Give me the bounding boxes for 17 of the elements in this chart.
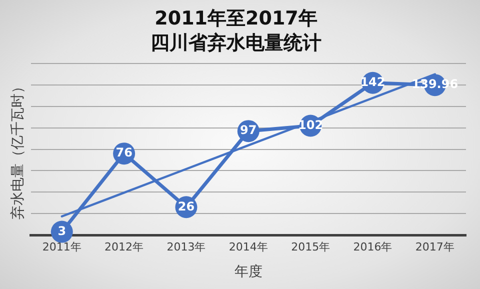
x-tick-label: 2017年 — [415, 240, 454, 254]
x-tick-label: 2011年 — [42, 240, 82, 254]
x-tick-label: 2012年 — [104, 240, 144, 254]
data-label: 142 — [360, 75, 386, 90]
data-label: 102 — [298, 118, 324, 132]
y-axis-title: 弃水电量（亿千瓦时） — [10, 79, 26, 220]
x-tick-label: 2016年 — [353, 240, 392, 254]
x-tick-label: 2014年 — [228, 240, 268, 254]
x-tick-label: 2013年 — [166, 240, 206, 254]
data-label: 3 — [58, 224, 66, 238]
data-label: 97 — [240, 123, 257, 138]
chart-title: 2011年至2017年 — [154, 7, 318, 30]
x-tick-label: 2015年 — [291, 240, 330, 254]
data-label: 26 — [178, 199, 195, 214]
x-axis-title: 年度 — [234, 264, 262, 280]
chart-subtitle: 四川省弃水电量统计 — [150, 32, 322, 54]
data-label: 76 — [116, 146, 132, 160]
